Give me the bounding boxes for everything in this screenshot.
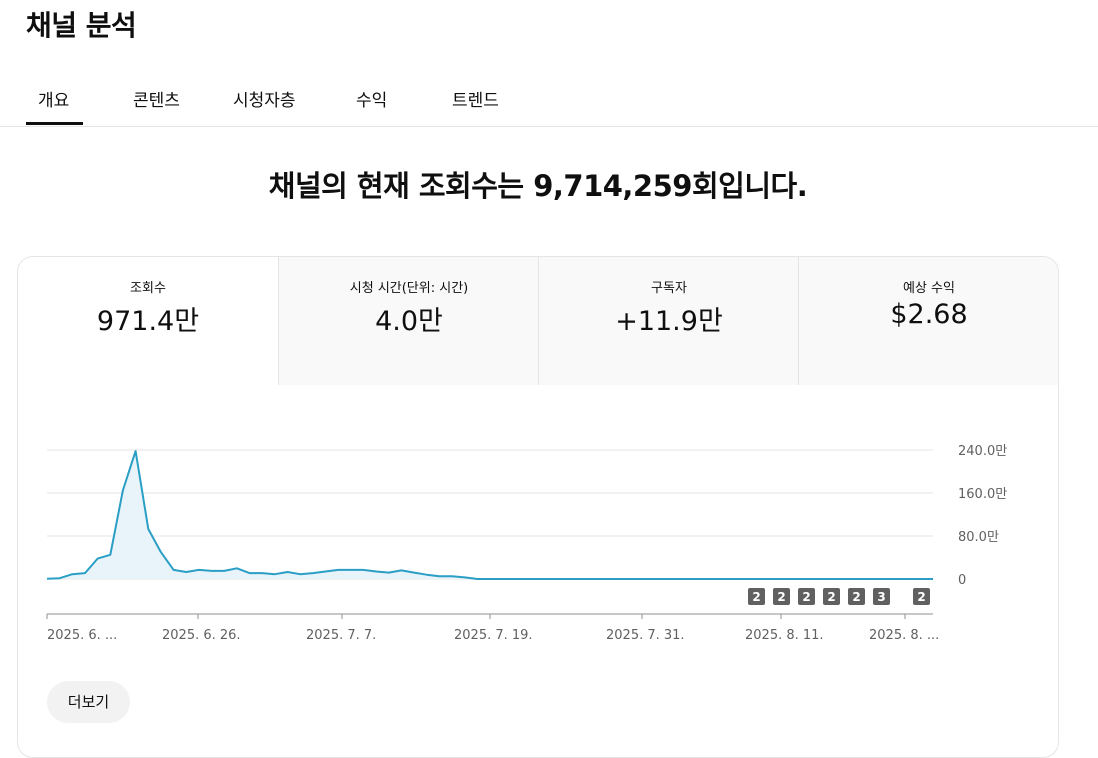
x-tick-label: 2025. 7. 7. <box>306 628 376 643</box>
annotation-badge <box>913 588 930 605</box>
metric-value: 4.0만 <box>375 306 443 337</box>
series-line <box>46 450 933 580</box>
tab-overview[interactable]: 개요 <box>38 91 70 111</box>
x-tick-label: 2025. 6. ... <box>47 628 117 643</box>
metric-estimated-revenue[interactable]: 예상 수익 $2.68 <box>798 257 1058 385</box>
annotation-badge <box>873 588 890 605</box>
headline: 채널의 현재 조회수는 9,714,259회입니다. <box>268 169 808 203</box>
tab-bar: 개요 콘텐츠 시청자층 수익 트렌드 <box>0 70 1098 127</box>
annotation-count: 3 <box>877 590 885 604</box>
tab-trends[interactable]: 트렌드 <box>452 91 499 111</box>
x-tick-label: 2025. 6. 26. <box>162 628 241 643</box>
annotation-count: 2 <box>827 590 835 604</box>
page-title: 채널 분석 <box>26 9 137 42</box>
annotation-count: 2 <box>852 590 860 604</box>
y-tick-label: 160.0만 <box>958 487 1007 502</box>
metric-tabs: 조회수 971.4만 시청 시간(단위: 시간) 4.0만 구독자 +11.9만… <box>18 257 1058 385</box>
tab-content[interactable]: 콘텐츠 <box>133 91 180 111</box>
y-tick-label: 0 <box>958 573 966 588</box>
active-tab-indicator <box>26 122 83 125</box>
metric-label: 시청 시간(단위: 시간) <box>349 281 469 296</box>
tab-audience[interactable]: 시청자층 <box>233 91 296 111</box>
metric-views[interactable]: 조회수 971.4만 <box>18 257 278 385</box>
y-tick-label: 80.0만 <box>958 530 999 545</box>
annotation-badge <box>773 588 790 605</box>
metric-value: 971.4만 <box>96 306 200 337</box>
tab-revenue[interactable]: 수익 <box>356 91 388 111</box>
annotation-count: 2 <box>802 590 810 604</box>
metric-watch-time[interactable]: 시청 시간(단위: 시간) 4.0만 <box>278 257 539 385</box>
x-tick-label: 2025. 8. 11. <box>745 628 824 643</box>
y-tick-label: 240.0만 <box>958 444 1007 459</box>
metric-subscribers[interactable]: 구독자 +11.9만 <box>538 257 799 385</box>
annotation-badge <box>748 588 765 605</box>
views-chart[interactable]: 240.0만 160.0만 80.0만 0 2025. 6. ... 2025. 6. 2… <box>18 257 1058 657</box>
metric-value: $2.68 <box>890 299 968 330</box>
metric-label: 예상 수익 <box>903 281 955 296</box>
annotation-badge <box>848 588 865 605</box>
metric-label: 구독자 <box>651 281 687 296</box>
x-tick-label: 2025. 8. ... <box>869 628 939 643</box>
more-button[interactable]: 더보기 <box>47 681 130 723</box>
annotation-count: 2 <box>917 590 925 604</box>
metric-label: 조회수 <box>130 281 166 296</box>
annotation-count: 2 <box>777 590 785 604</box>
annotation-badge <box>798 588 815 605</box>
series-area <box>47 451 933 579</box>
x-tick-label: 2025. 7. 19. <box>454 628 533 643</box>
annotation-badge <box>823 588 840 605</box>
x-tick-label: 2025. 7. 31. <box>606 628 685 643</box>
annotation-count: 2 <box>752 590 760 604</box>
analytics-card: 조회수 971.4만 시청 시간(단위: 시간) 4.0만 구독자 +11.9만… <box>17 256 1059 758</box>
metric-value: +11.9만 <box>615 306 723 337</box>
